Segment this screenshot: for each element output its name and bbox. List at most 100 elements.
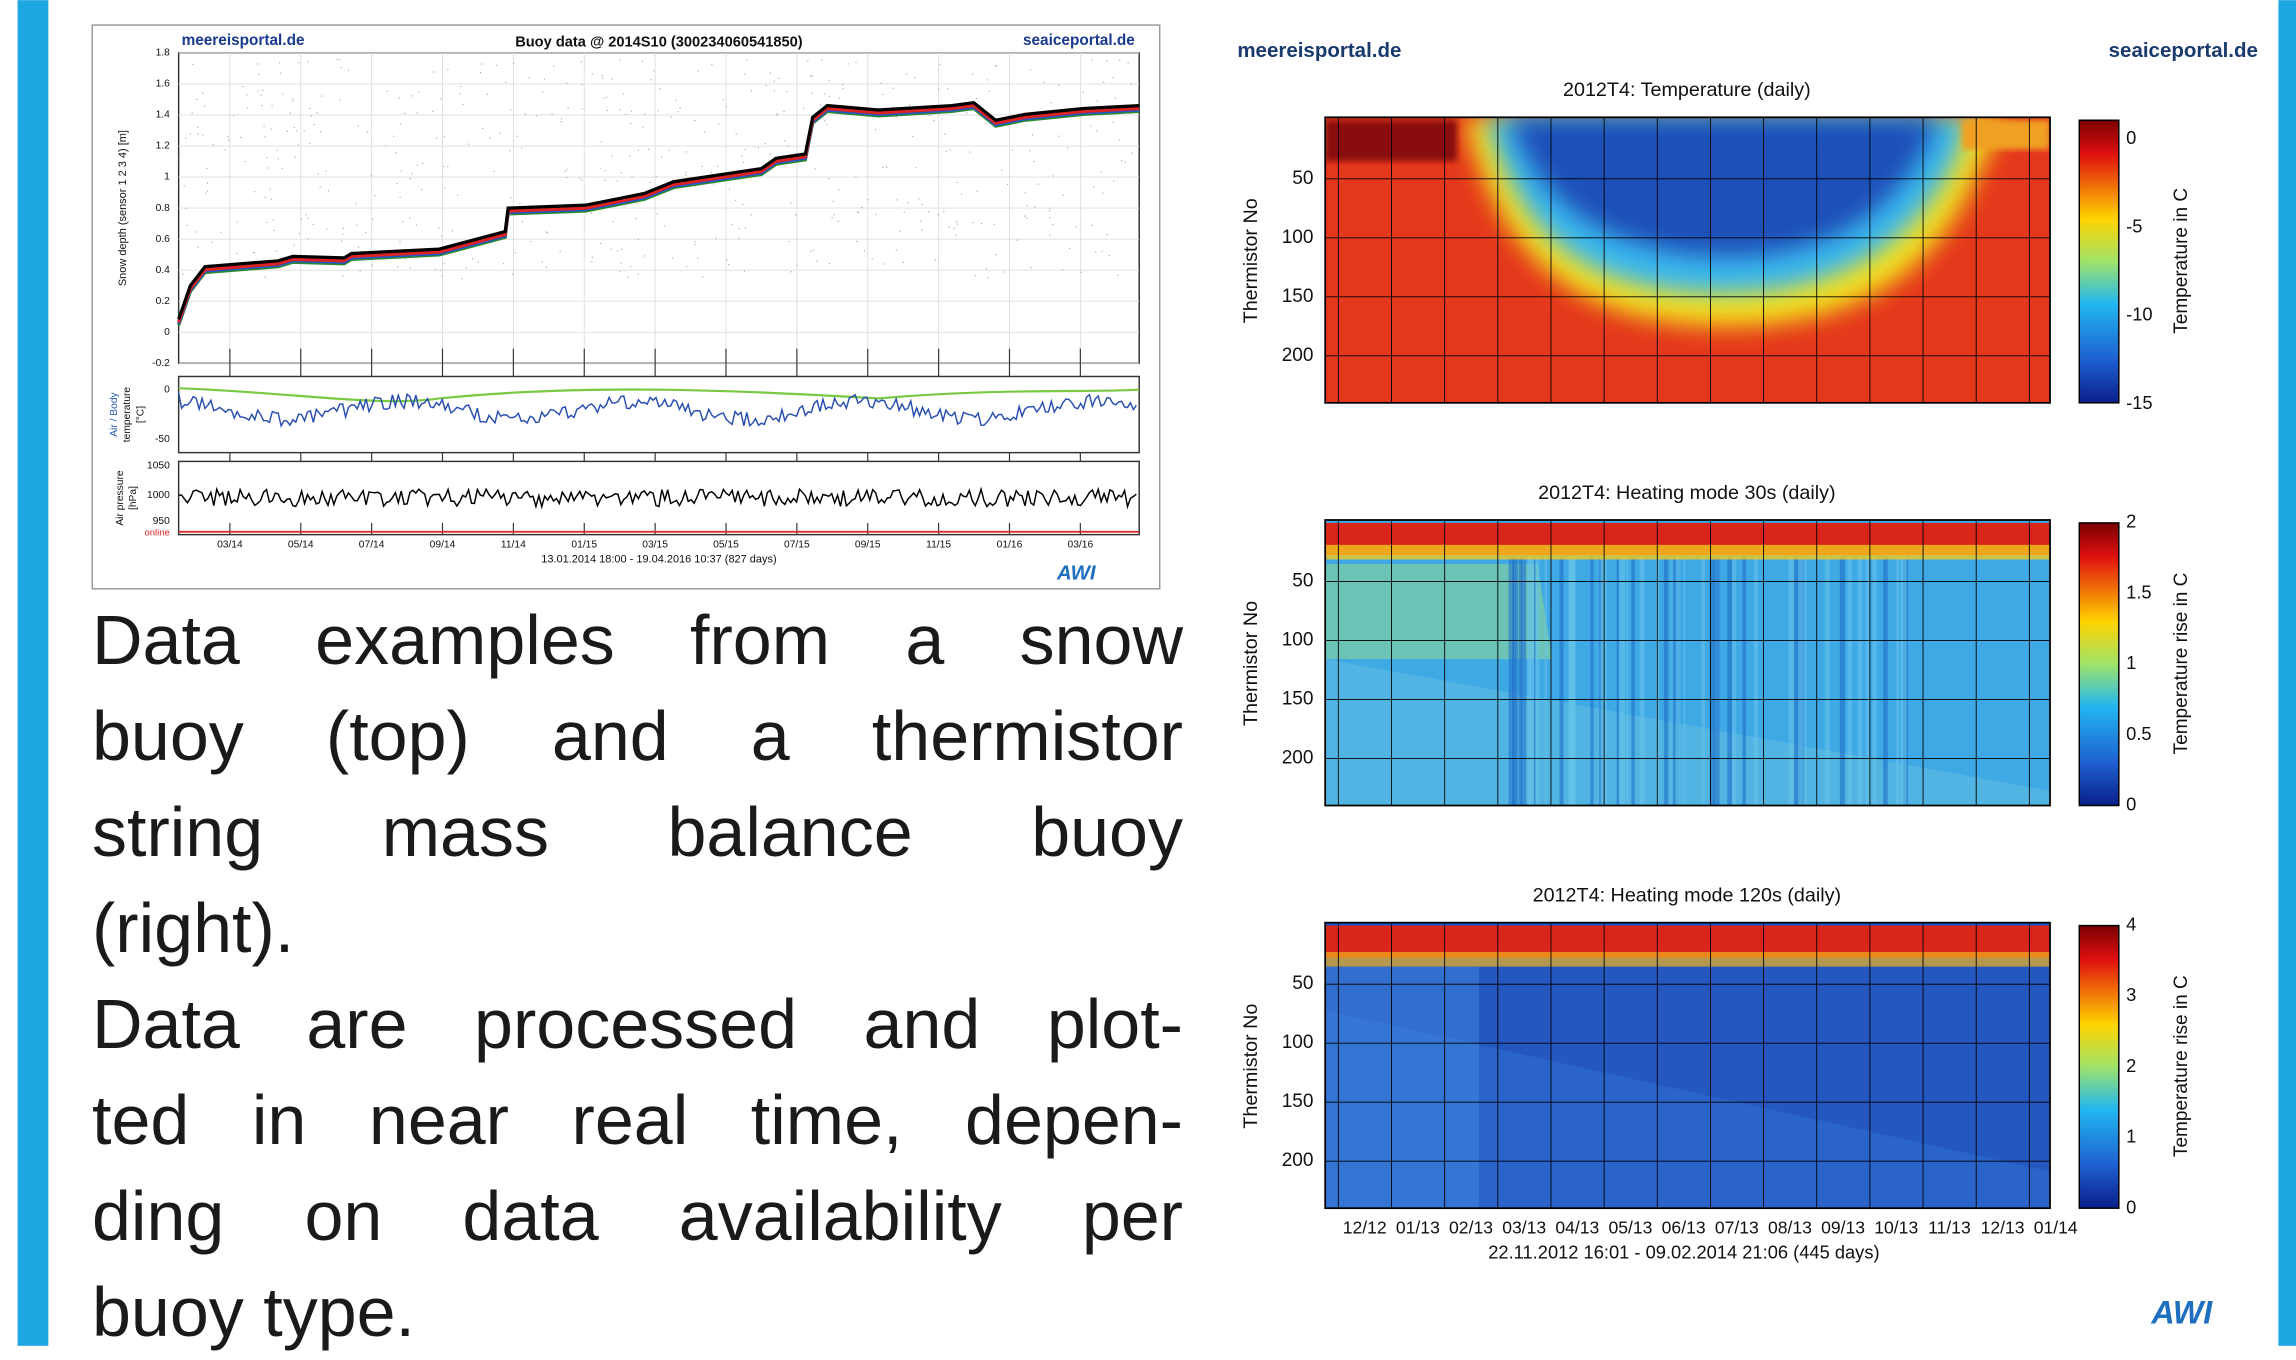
scatter-noise <box>399 123 402 125</box>
x-tick-label: 05/14 <box>288 540 314 551</box>
scatter-noise <box>902 261 904 263</box>
scatter-noise <box>637 273 639 276</box>
scatter-noise <box>1058 84 1060 86</box>
x-tick-label: 07/13 <box>1715 1217 1759 1237</box>
scatter-noise <box>246 94 248 96</box>
scatter-noise <box>802 107 805 109</box>
scatter-noise <box>220 231 222 233</box>
scatter-noise <box>591 256 593 258</box>
scatter-noise <box>750 90 752 92</box>
scatter-noise <box>1101 250 1103 252</box>
scatter-noise <box>941 118 943 120</box>
scatter-noise <box>559 250 561 252</box>
scatter-noise <box>599 167 601 169</box>
scatter-noise <box>1030 266 1032 269</box>
scatter-noise <box>722 98 724 101</box>
stripe <box>1896 556 1899 806</box>
scatter-noise <box>832 200 834 202</box>
scatter-noise <box>524 113 526 115</box>
scatter-noise <box>403 112 406 115</box>
scatter-noise <box>253 191 256 193</box>
scatter-noise <box>312 223 315 226</box>
scatter-noise <box>1093 186 1095 188</box>
stripe <box>1701 556 1705 806</box>
scatter-noise <box>742 161 745 163</box>
colorbar-tick-label: -10 <box>2126 304 2152 325</box>
y-tick-label: 100 <box>1282 227 1314 248</box>
scatter-noise <box>944 133 946 135</box>
scatter-noise <box>510 109 512 111</box>
scatter-noise <box>294 156 296 158</box>
x-tick-label: 05/15 <box>713 540 739 551</box>
scatter-noise <box>197 246 199 248</box>
scatter-noise <box>625 113 627 116</box>
y-tick-label: 50 <box>1292 571 1313 592</box>
scatter-noise <box>371 264 374 266</box>
scatter-noise <box>277 158 279 160</box>
scatter-noise <box>784 140 786 142</box>
scatter-noise <box>276 149 278 151</box>
scatter-noise <box>790 271 792 273</box>
scatter-noise <box>1131 152 1133 154</box>
scatter-noise <box>1080 271 1082 273</box>
heatmap-image <box>1325 117 2050 403</box>
scatter-noise <box>347 69 350 71</box>
scatter-noise <box>545 266 548 268</box>
scatter-noise <box>947 88 949 90</box>
stripe <box>1570 556 1576 806</box>
scatter-noise <box>939 64 941 66</box>
scatter-noise <box>1026 217 1028 219</box>
x-tick-label: 03/15 <box>642 540 668 551</box>
scatter-noise <box>933 120 935 122</box>
scatter-noise <box>339 99 341 101</box>
y-tick-label: 200 <box>1282 1150 1314 1171</box>
stripe <box>1803 556 1807 806</box>
scatter-noise <box>202 134 204 136</box>
scatter-noise <box>630 110 632 112</box>
scatter-noise <box>746 59 748 61</box>
scatter-noise <box>604 179 606 181</box>
plot-frame <box>177 460 1140 536</box>
scatter-noise <box>855 176 857 178</box>
scatter-noise <box>837 220 839 222</box>
scatter-noise <box>326 228 328 230</box>
scatter-noise <box>252 252 254 254</box>
scatter-noise <box>189 133 191 135</box>
scatter-noise <box>1037 183 1039 185</box>
scatter-noise <box>1112 76 1114 79</box>
stripe <box>1901 556 1907 806</box>
scatter-noise <box>842 88 844 90</box>
caption-line: buoy type. <box>92 1273 415 1351</box>
y-axis-label: [°C] <box>135 406 146 423</box>
scatter-noise <box>386 90 389 92</box>
scatter-noise <box>260 94 262 96</box>
scatter-noise <box>182 273 184 275</box>
scatter-noise <box>1026 204 1028 207</box>
scatter-noise <box>656 213 658 215</box>
colorbar-tick-label: 0 <box>2126 794 2136 815</box>
scatter-noise <box>1114 97 1117 99</box>
scatter-noise <box>600 242 602 245</box>
scatter-noise <box>616 250 619 252</box>
x-tick-label: 01/14 <box>2034 1217 2078 1237</box>
scatter-noise <box>1075 226 1078 228</box>
stripe <box>1600 556 1605 806</box>
y-tick-label: 100 <box>1282 630 1314 651</box>
scatter-noise <box>776 113 778 115</box>
scatter-noise <box>630 122 632 125</box>
scatter-noise <box>516 135 518 137</box>
scatter-noise <box>262 89 264 91</box>
scatter-noise <box>591 260 593 263</box>
scatter-noise <box>717 123 720 125</box>
scatter-noise <box>416 164 418 166</box>
colorbar-tick-label: 0 <box>2126 127 2136 148</box>
x-tick-label: 11/13 <box>1928 1217 1971 1237</box>
scatter-noise <box>670 116 672 118</box>
scatter-noise <box>459 92 461 95</box>
scatter-noise <box>1119 59 1121 62</box>
scatter-noise <box>921 229 923 231</box>
figure-title: Buoy data @ 2014S10 (300234060541850) <box>515 35 803 51</box>
site-label: meereisportal.de <box>182 32 305 49</box>
scatter-noise <box>1095 251 1097 253</box>
scatter-noise <box>641 60 643 62</box>
